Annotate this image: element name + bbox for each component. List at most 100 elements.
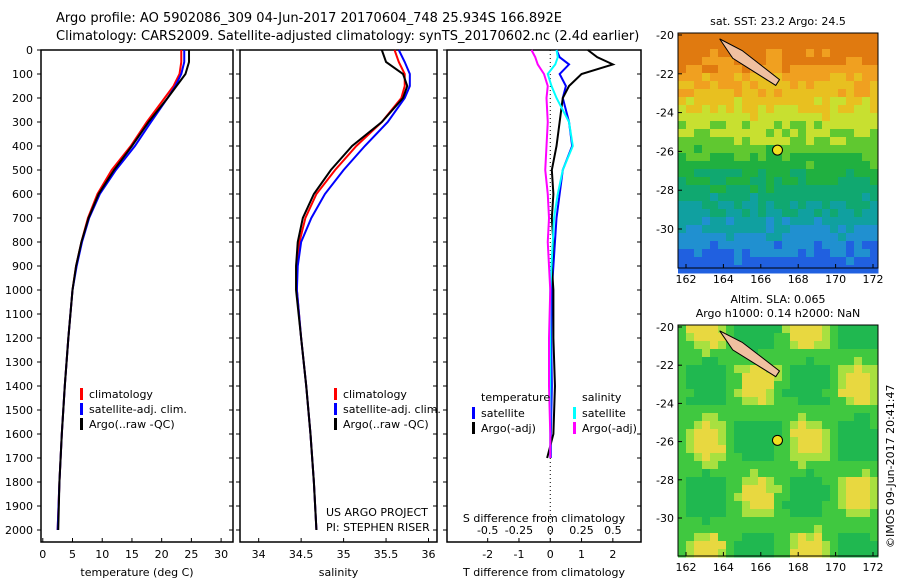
map-cell [854, 65, 863, 74]
lat-tick-label: -30 [656, 223, 674, 236]
x-tick-label: 30 [214, 548, 228, 561]
map-cell [830, 421, 839, 430]
map-cell [742, 89, 751, 98]
map-cell [726, 113, 735, 122]
map-cell [686, 89, 695, 98]
map-cell [718, 233, 727, 242]
map-cell [710, 185, 719, 194]
map-cell [774, 57, 783, 66]
map-cell [774, 493, 783, 502]
map-cell [678, 325, 687, 334]
map-cell [862, 525, 871, 534]
map-cell [782, 89, 791, 98]
map-cell [718, 525, 727, 534]
map-cell [750, 201, 759, 210]
map-cell [814, 525, 823, 534]
map-cell [742, 485, 751, 494]
map-cell [774, 357, 783, 366]
map-cell [814, 533, 823, 542]
map-cell [750, 373, 759, 382]
map-cell [750, 217, 759, 226]
map-cell [718, 89, 727, 98]
map-cell [734, 325, 743, 334]
y-tick-label: 400 [12, 140, 33, 153]
map-cell [782, 97, 791, 106]
map-cell [846, 397, 855, 406]
map-cell [870, 437, 879, 446]
map-cell [710, 413, 719, 422]
map-cell [814, 225, 823, 234]
map-cell [798, 217, 807, 226]
map-cell [838, 549, 847, 558]
map-cell [726, 349, 735, 358]
map-cell [814, 153, 823, 162]
map-cell [702, 241, 711, 250]
map-cell [702, 193, 711, 202]
map-cell [830, 477, 839, 486]
map-cell [678, 241, 687, 250]
map-cell [726, 73, 735, 82]
map-cell [702, 461, 711, 470]
map-cell [798, 349, 807, 358]
map-cell [854, 177, 863, 186]
map-cell [678, 477, 687, 486]
map-cell [678, 233, 687, 242]
map-cell [742, 541, 751, 550]
map-cell [814, 33, 823, 42]
map-cell [686, 405, 695, 414]
x-tick-label: 35 [337, 548, 351, 561]
map-cell [742, 549, 751, 558]
map-cell [782, 405, 791, 414]
map-cell [726, 177, 735, 186]
map-cell [678, 341, 687, 350]
map-cell [790, 49, 799, 58]
map-cell [750, 517, 759, 526]
map-cell [854, 453, 863, 462]
series-line-argo [57, 50, 191, 531]
map-cell [806, 429, 815, 438]
map-cell [830, 161, 839, 170]
map-cell [862, 257, 871, 266]
map-cell [758, 525, 767, 534]
map-cell [774, 477, 783, 486]
map-cell [710, 169, 719, 178]
map-cell [830, 113, 839, 122]
map-cell [814, 97, 823, 106]
map-cell [854, 185, 863, 194]
map-cell [854, 461, 863, 470]
legend-heading-salinity: salinity [582, 391, 622, 404]
map-cell [830, 493, 839, 502]
s-tick-label: -0.5 [477, 524, 498, 537]
map-cell [686, 129, 695, 138]
map-cell [734, 161, 743, 170]
map-cell [686, 41, 695, 50]
map-cell [742, 397, 751, 406]
map-cell [814, 249, 823, 258]
map-cell [854, 525, 863, 534]
map-cell [862, 137, 871, 146]
map-cell [734, 381, 743, 390]
map-cell [750, 121, 759, 130]
map-cell [734, 65, 743, 74]
map-cell [694, 145, 703, 154]
map-cell [726, 477, 735, 486]
map-cell [806, 333, 815, 342]
map-cell [686, 97, 695, 106]
map-cell [726, 405, 735, 414]
map-cell [758, 461, 767, 470]
map-cell [694, 241, 703, 250]
map-cell [694, 153, 703, 162]
map-cell [846, 105, 855, 114]
map-cell [822, 365, 831, 374]
map-cell [838, 257, 847, 266]
map-cell [702, 153, 711, 162]
map-cell [718, 249, 727, 258]
map-cell [798, 405, 807, 414]
map-cell [798, 461, 807, 470]
map-cell [758, 469, 767, 478]
map-cell [846, 65, 855, 74]
map-cell [750, 233, 759, 242]
map-cell [758, 509, 767, 518]
map-cell [702, 493, 711, 502]
map-cell [806, 477, 815, 486]
